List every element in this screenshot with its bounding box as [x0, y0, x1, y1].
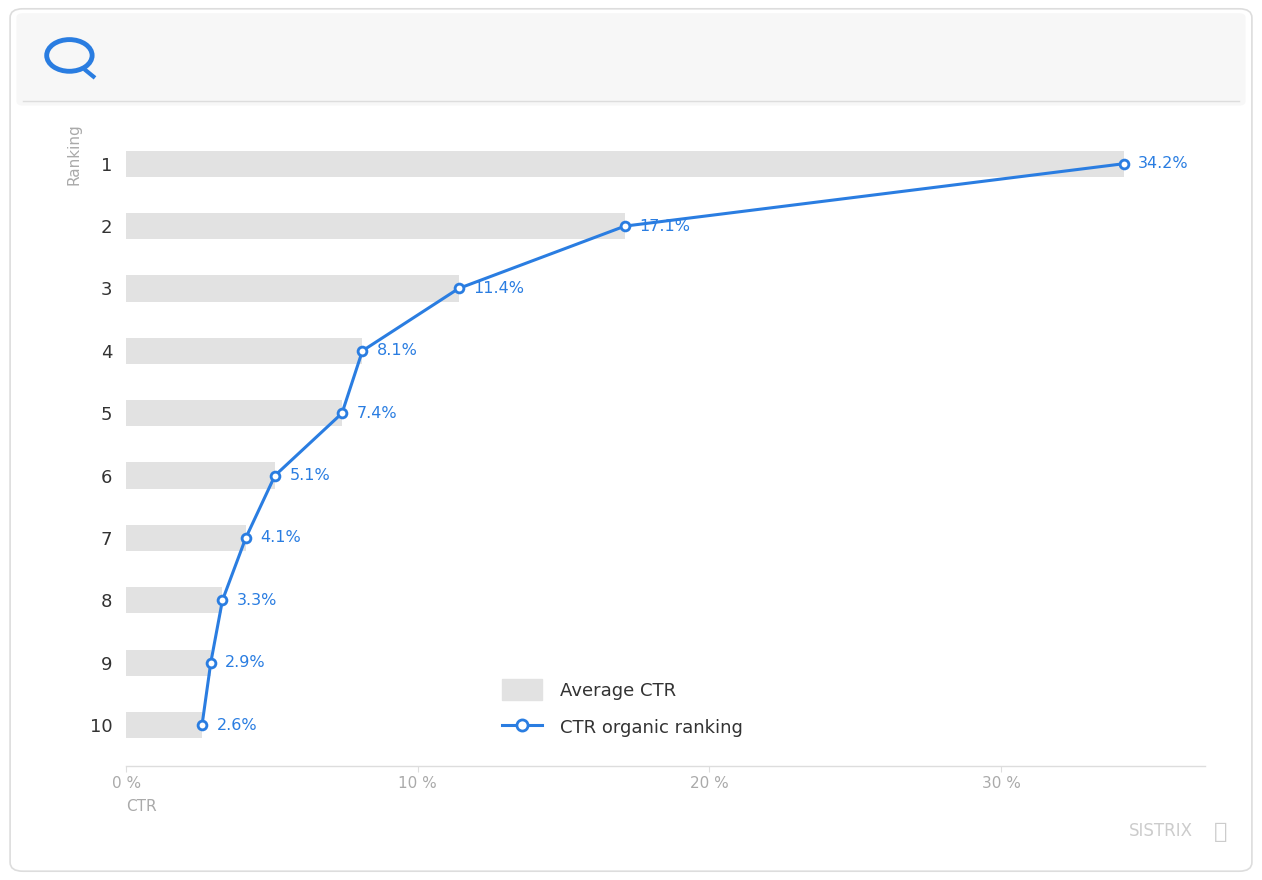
Point — [448, 282, 468, 296]
X-axis label: CTR: CTR — [126, 799, 156, 814]
Bar — [126, 213, 625, 239]
Point — [201, 656, 221, 670]
Bar — [126, 524, 246, 551]
Text: 2.9%: 2.9% — [226, 656, 266, 671]
Point — [192, 718, 212, 732]
Text: SISTRIX: SISTRIX — [1128, 823, 1193, 840]
Bar — [126, 150, 1123, 177]
Bar — [126, 712, 202, 738]
Point — [352, 344, 372, 358]
Bar — [126, 649, 211, 676]
Point — [615, 219, 635, 233]
Bar — [126, 463, 275, 488]
Point — [201, 656, 221, 670]
Text: Google CTR: Organic: Google CTR: Organic — [110, 45, 416, 71]
Point — [332, 407, 352, 421]
Point — [615, 219, 635, 233]
Point — [192, 718, 212, 732]
Point — [1113, 157, 1133, 171]
Bar — [126, 275, 458, 302]
Bar — [126, 400, 342, 426]
Point — [265, 468, 285, 482]
Text: 7.4%: 7.4% — [357, 406, 398, 421]
Legend: Average CTR, CTR organic ranking: Average CTR, CTR organic ranking — [502, 679, 743, 737]
Text: 11.4%: 11.4% — [473, 281, 524, 296]
Point — [448, 282, 468, 296]
Text: 5.1%: 5.1% — [289, 468, 331, 483]
Point — [352, 344, 372, 358]
Text: 8.1%: 8.1% — [377, 343, 418, 358]
Y-axis label: Ranking: Ranking — [67, 123, 81, 185]
Point — [332, 407, 352, 421]
Point — [212, 593, 232, 607]
Point — [236, 531, 256, 545]
Text: 3.3%: 3.3% — [237, 593, 278, 608]
Text: 34.2%: 34.2% — [1138, 157, 1189, 172]
Bar — [126, 338, 362, 364]
Text: 4.1%: 4.1% — [260, 531, 302, 546]
Bar — [126, 587, 222, 613]
Text: 2.6%: 2.6% — [217, 717, 257, 732]
Point — [1113, 157, 1133, 171]
Point — [265, 468, 285, 482]
Text: ⌕: ⌕ — [1214, 822, 1228, 842]
Point — [236, 531, 256, 545]
Point — [212, 593, 232, 607]
Text: 17.1%: 17.1% — [640, 218, 690, 233]
